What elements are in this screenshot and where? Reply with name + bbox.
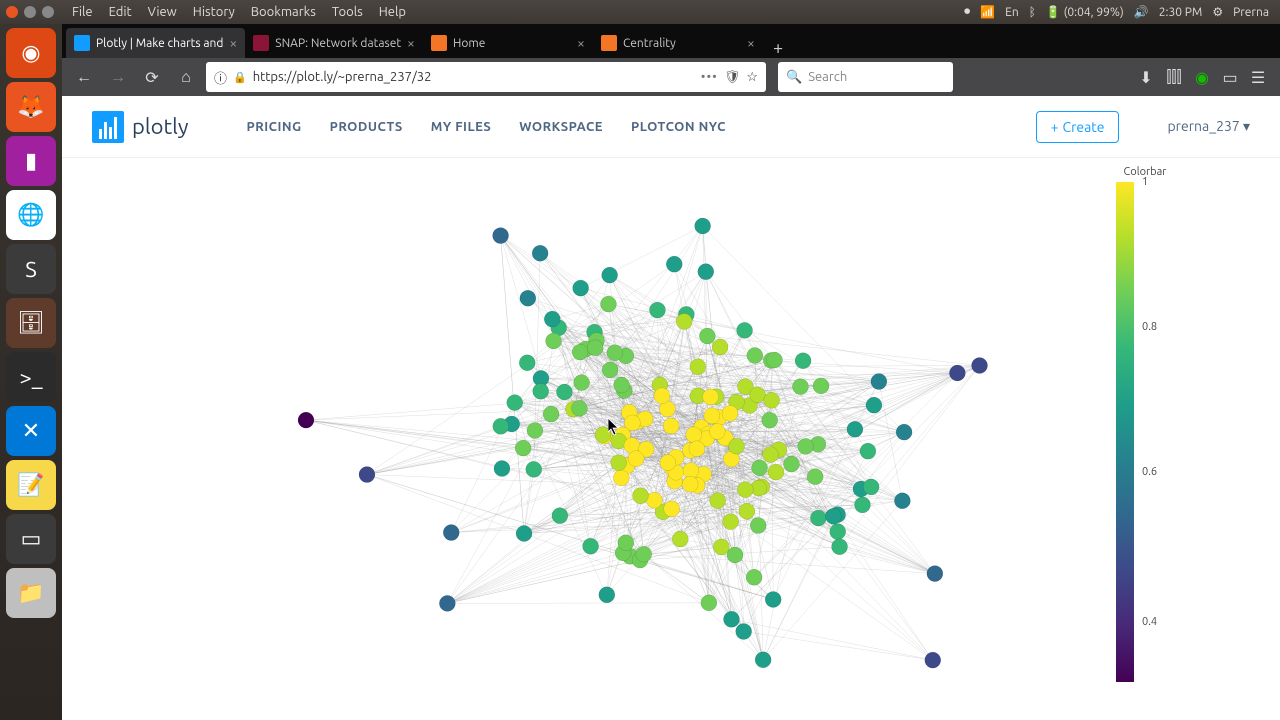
home-button[interactable]: ⌂ <box>172 63 200 91</box>
window-controls <box>6 6 54 18</box>
toolbar-icon-3[interactable]: ▭ <box>1216 63 1244 91</box>
browser-tab-0[interactable]: Plotly | Make charts and × <box>66 28 245 58</box>
launcher-tile-1[interactable]: 🦊 <box>6 82 56 132</box>
tab-label: Home <box>453 37 571 50</box>
colorbar-tick: 0.8 <box>1142 321 1157 333</box>
user-menu-plotly[interactable]: prerna_237 ▾ <box>1167 118 1250 135</box>
favicon-icon <box>74 35 90 51</box>
launcher-tile-2[interactable]: ▮ <box>6 136 56 186</box>
reload-button[interactable]: ⟳ <box>138 63 166 91</box>
plotly-nav-pricing[interactable]: PRICING <box>247 120 302 134</box>
plotly-logo[interactable]: plotly <box>92 111 189 143</box>
search-bar[interactable]: 🔍 Search <box>778 62 953 92</box>
record-icon[interactable]: ⏺ <box>964 5 970 19</box>
info-icon[interactable]: ⓘ <box>214 68 227 87</box>
colorbar: Colorbar 10.80.60.4 <box>1110 166 1180 682</box>
volume-icon[interactable]: 🔊 <box>1134 5 1149 19</box>
tab-label: SNAP: Network dataset <box>275 37 401 50</box>
launcher-tile-5[interactable]: 🗄 <box>6 298 56 348</box>
url-text: https://plot.ly/~prerna_237/32 <box>253 70 695 84</box>
favicon-icon <box>431 35 447 51</box>
wifi-icon[interactable]: 📶 <box>980 5 995 19</box>
favicon-icon <box>601 35 617 51</box>
firefox-window: Plotly | Make charts and×SNAP: Network d… <box>62 24 1280 720</box>
page-content: plotly PRICING PRODUCTS MY FILES WORKSPACE P… <box>62 96 1280 720</box>
plotly-navbar: plotly PRICING PRODUCTS MY FILES WORKSPACE P… <box>62 96 1280 158</box>
gear-icon[interactable]: ⚙ <box>1212 5 1223 19</box>
menu-history[interactable]: History <box>185 5 243 19</box>
page-actions[interactable]: ••• <box>701 70 718 84</box>
forward-button[interactable]: → <box>104 63 132 91</box>
launcher-tile-10[interactable]: 📁 <box>6 568 56 618</box>
menu-tools[interactable]: Tools <box>324 5 371 19</box>
url-bar[interactable]: ⓘ 🔒 https://plot.ly/~prerna_237/32 ••• 🛡… <box>206 62 766 92</box>
lang-indicator[interactable]: En <box>1005 6 1019 19</box>
launcher-tile-4[interactable]: S <box>6 244 56 294</box>
plot-area[interactable]: Colorbar 10.80.60.4 <box>152 158 1250 720</box>
launcher-tile-8[interactable]: 📝 <box>6 460 56 510</box>
tab-close-icon[interactable]: × <box>747 35 755 51</box>
bluetooth-icon[interactable]: ᛒ <box>1029 6 1036 19</box>
create-button[interactable]: + Create <box>1036 111 1120 143</box>
clock[interactable]: 2:30 PM <box>1159 6 1203 19</box>
menu-view[interactable]: View <box>140 5 185 19</box>
launcher-tile-0[interactable]: ◉ <box>6 28 56 78</box>
colorbar-tick: 1 <box>1142 176 1148 188</box>
browser-tab-2[interactable]: Home × <box>423 28 593 58</box>
menu-bookmarks[interactable]: Bookmarks <box>243 5 324 19</box>
menu-file[interactable]: File <box>64 5 101 19</box>
tab-strip: Plotly | Make charts and×SNAP: Network d… <box>62 24 1280 58</box>
shield-icon[interactable]: 🛡 <box>724 70 741 85</box>
unity-launcher: ◉🦊▮🌐S🗄>_✕📝▭📁 <box>0 24 62 720</box>
launcher-tile-6[interactable]: >_ <box>6 352 56 402</box>
plotly-nav-workspace[interactable]: WORKSPACE <box>519 120 603 134</box>
toolbar-icon-2[interactable]: ◉ <box>1188 63 1216 91</box>
plotly-nav-plotcon-nyc[interactable]: PLOTCON NYC <box>631 120 726 134</box>
tab-close-icon[interactable]: × <box>577 35 585 51</box>
menu-help[interactable]: Help <box>371 5 414 19</box>
browser-tab-3[interactable]: Centrality × <box>593 28 763 58</box>
toolbar-icon-0[interactable]: ⬇ <box>1132 63 1160 91</box>
launcher-tile-7[interactable]: ✕ <box>6 406 56 456</box>
toolbar-icon-4[interactable]: ☰ <box>1244 63 1272 91</box>
tab-label: Centrality <box>623 37 741 50</box>
nav-toolbar: ← → ⟳ ⌂ ⓘ 🔒 https://plot.ly/~prerna_237/… <box>62 58 1280 96</box>
ubuntu-menubar: FileEditViewHistoryBookmarksToolsHelp ⏺ … <box>0 0 1280 24</box>
battery-indicator[interactable]: 🔋 (0:04, 99%) <box>1046 5 1124 19</box>
menu-edit[interactable]: Edit <box>101 5 140 19</box>
close-btn[interactable] <box>6 6 18 18</box>
plotly-nav-my-files[interactable]: MY FILES <box>431 120 491 134</box>
browser-tab-1[interactable]: SNAP: Network dataset × <box>245 28 423 58</box>
launcher-tile-9[interactable]: ▭ <box>6 514 56 564</box>
search-icon: 🔍 <box>786 70 802 85</box>
max-btn[interactable] <box>42 6 54 18</box>
min-btn[interactable] <box>24 6 36 18</box>
lock-icon: 🔒 <box>233 71 247 84</box>
search-placeholder: Search <box>808 70 847 84</box>
colorbar-tick: 0.4 <box>1142 616 1157 628</box>
favicon-icon <box>253 35 269 51</box>
bookmark-star-icon[interactable]: ☆ <box>746 70 758 85</box>
plotly-nav-products[interactable]: PRODUCTS <box>330 120 403 134</box>
network-graph[interactable] <box>272 158 1092 720</box>
toolbar-icon-1[interactable]: ⫿⫿⫿ <box>1160 63 1188 91</box>
tab-label: Plotly | Make charts and <box>96 37 223 50</box>
colorbar-tick: 0.6 <box>1142 466 1157 478</box>
new-tab-button[interactable]: + <box>763 38 793 58</box>
tab-close-icon[interactable]: × <box>407 35 415 51</box>
tab-close-icon[interactable]: × <box>229 35 237 51</box>
user-menu[interactable]: Prerna <box>1233 6 1269 19</box>
launcher-tile-3[interactable]: 🌐 <box>6 190 56 240</box>
back-button[interactable]: ← <box>70 63 98 91</box>
